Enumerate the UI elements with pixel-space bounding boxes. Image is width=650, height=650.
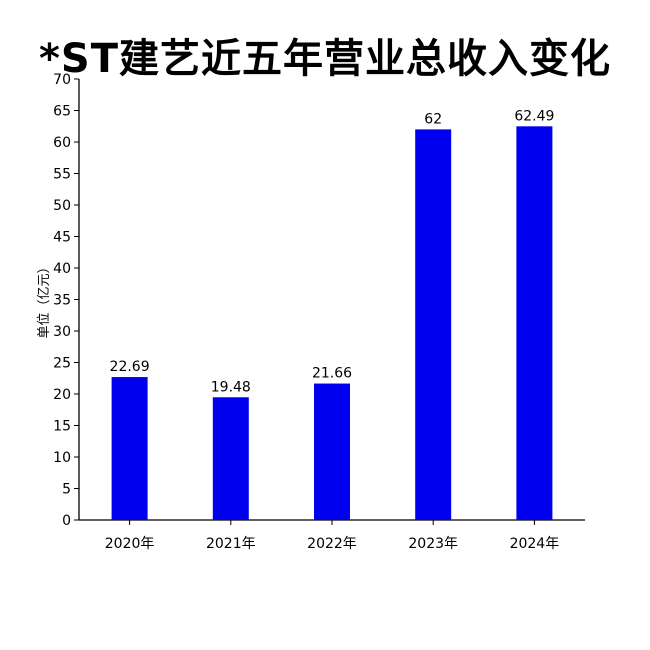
- bar: [212, 397, 249, 520]
- data-label: 62.49: [514, 108, 554, 124]
- bar: [516, 126, 553, 521]
- bar: [111, 377, 148, 520]
- bar: [415, 129, 452, 520]
- y-tick-label: 55: [53, 167, 71, 183]
- y-tick-label: 10: [53, 450, 71, 466]
- y-tick-label: 20: [53, 387, 71, 403]
- y-tick-label: 15: [53, 419, 71, 435]
- x-tick-label: 2023年: [408, 536, 458, 552]
- bars: [111, 126, 553, 521]
- x-axis: 2020年 2021年 2022年 2023年 2024年: [79, 519, 585, 552]
- x-tick-label: 2024年: [510, 536, 560, 552]
- y-axis-title: 单位（亿元）: [37, 260, 52, 338]
- y-tick-label: 70: [53, 72, 71, 88]
- x-tick-label: 2020年: [105, 536, 155, 552]
- y-tick-label: 30: [53, 324, 71, 340]
- x-tick-label: 2022年: [307, 536, 357, 552]
- y-tick-label: 60: [53, 135, 71, 151]
- bar: [314, 383, 350, 520]
- chart-title: *ST建艺近五年营业总收入变化: [38, 36, 611, 82]
- data-label: 19.48: [211, 379, 251, 395]
- y-tick-label: 0: [62, 513, 71, 529]
- data-labels: 22.69 19.48 21.66 62 62.49: [110, 108, 555, 395]
- data-label: 22.69: [110, 359, 150, 375]
- y-tick-label: 35: [53, 293, 71, 309]
- data-label: 21.66: [312, 366, 352, 382]
- y-tick-label: 50: [53, 198, 71, 214]
- y-tick-label: 5: [62, 482, 71, 498]
- y-tick-label: 45: [53, 230, 71, 246]
- data-label: 62: [424, 111, 442, 127]
- y-axis: 0 5 10 15 20 25 30 35 40 45 50 55 60 65 70: [53, 72, 80, 529]
- x-tick-label: 2021年: [206, 536, 256, 552]
- y-tick-label: 40: [53, 261, 71, 277]
- y-tick-label: 65: [53, 104, 71, 120]
- y-tick-label: 25: [53, 356, 71, 372]
